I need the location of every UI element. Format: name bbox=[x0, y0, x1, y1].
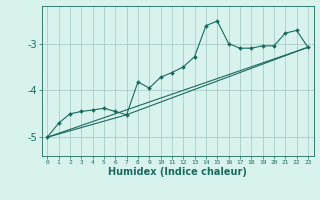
X-axis label: Humidex (Indice chaleur): Humidex (Indice chaleur) bbox=[108, 167, 247, 177]
